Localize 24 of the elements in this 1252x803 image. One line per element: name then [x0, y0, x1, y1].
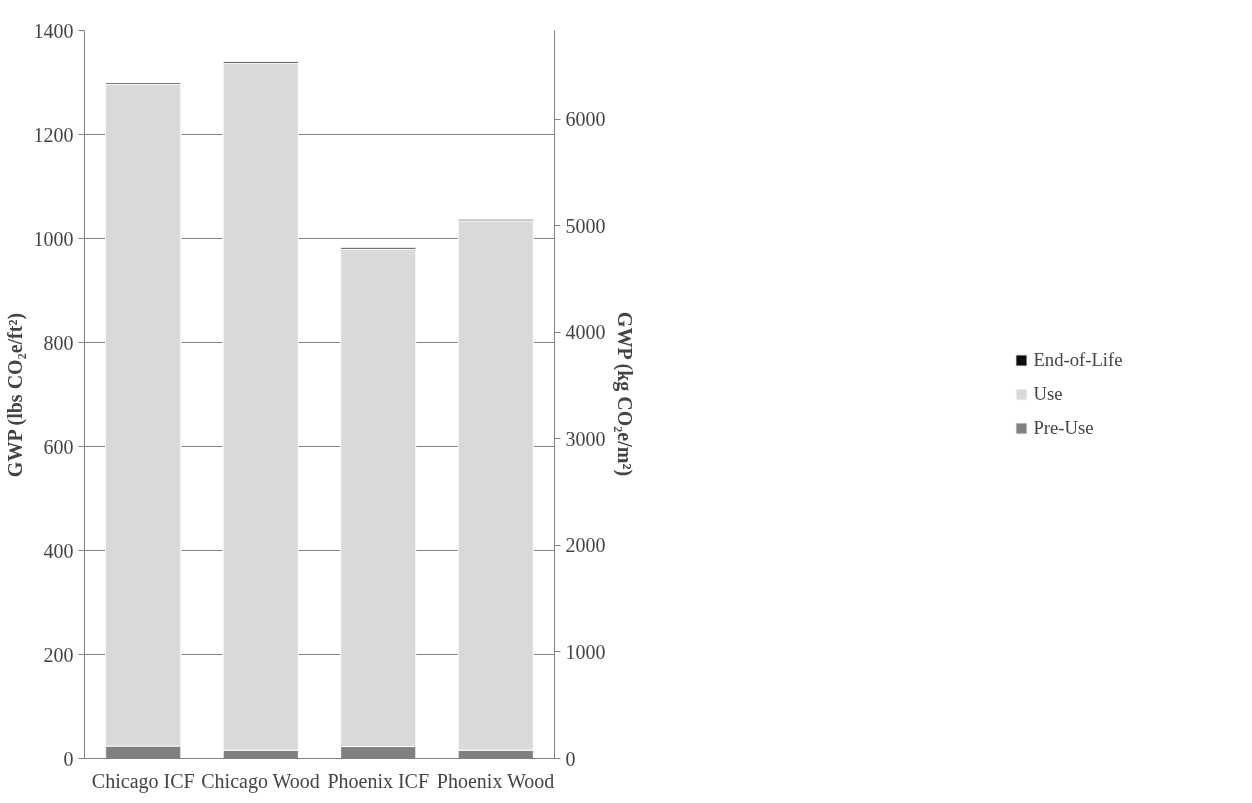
y-tick-label: 400 [43, 539, 74, 562]
y2-tick-label: 0 [565, 747, 576, 770]
legend-label: Use [1033, 383, 1063, 405]
y-tick-label: 800 [43, 331, 74, 354]
y2-tick-label: 3000 [565, 427, 606, 450]
y-tick-label: 600 [43, 435, 74, 458]
x-tick-label: Phoenix Wood [436, 769, 555, 792]
legend-label: Pre-Use [1033, 417, 1094, 439]
y2-tick-label: 4000 [565, 321, 606, 344]
y-tick-label: 1400 [33, 19, 74, 42]
y2-tick-label: 6000 [565, 108, 606, 131]
legend-label: End-of-Life [1033, 349, 1123, 371]
y2-tick-label: 1000 [565, 640, 606, 663]
y-tick-label: 1000 [33, 227, 74, 250]
x-tick-label: Chicago ICF [91, 769, 195, 793]
x-tick-label: Chicago Wood [201, 769, 320, 793]
y2-axis-title: GWP (kg CO₂e/m²) [612, 311, 636, 477]
y2-tick-label: 2000 [565, 534, 606, 557]
y-tick-label: 1200 [33, 123, 74, 146]
x-tick-label: Phoenix ICF [327, 769, 430, 792]
y-axis-title: GWP (lbs CO₂e/ft²) [3, 312, 27, 478]
y-tick-label: 0 [63, 747, 74, 770]
y2-tick-label: 5000 [565, 214, 606, 237]
y-tick-label: 200 [43, 643, 74, 666]
